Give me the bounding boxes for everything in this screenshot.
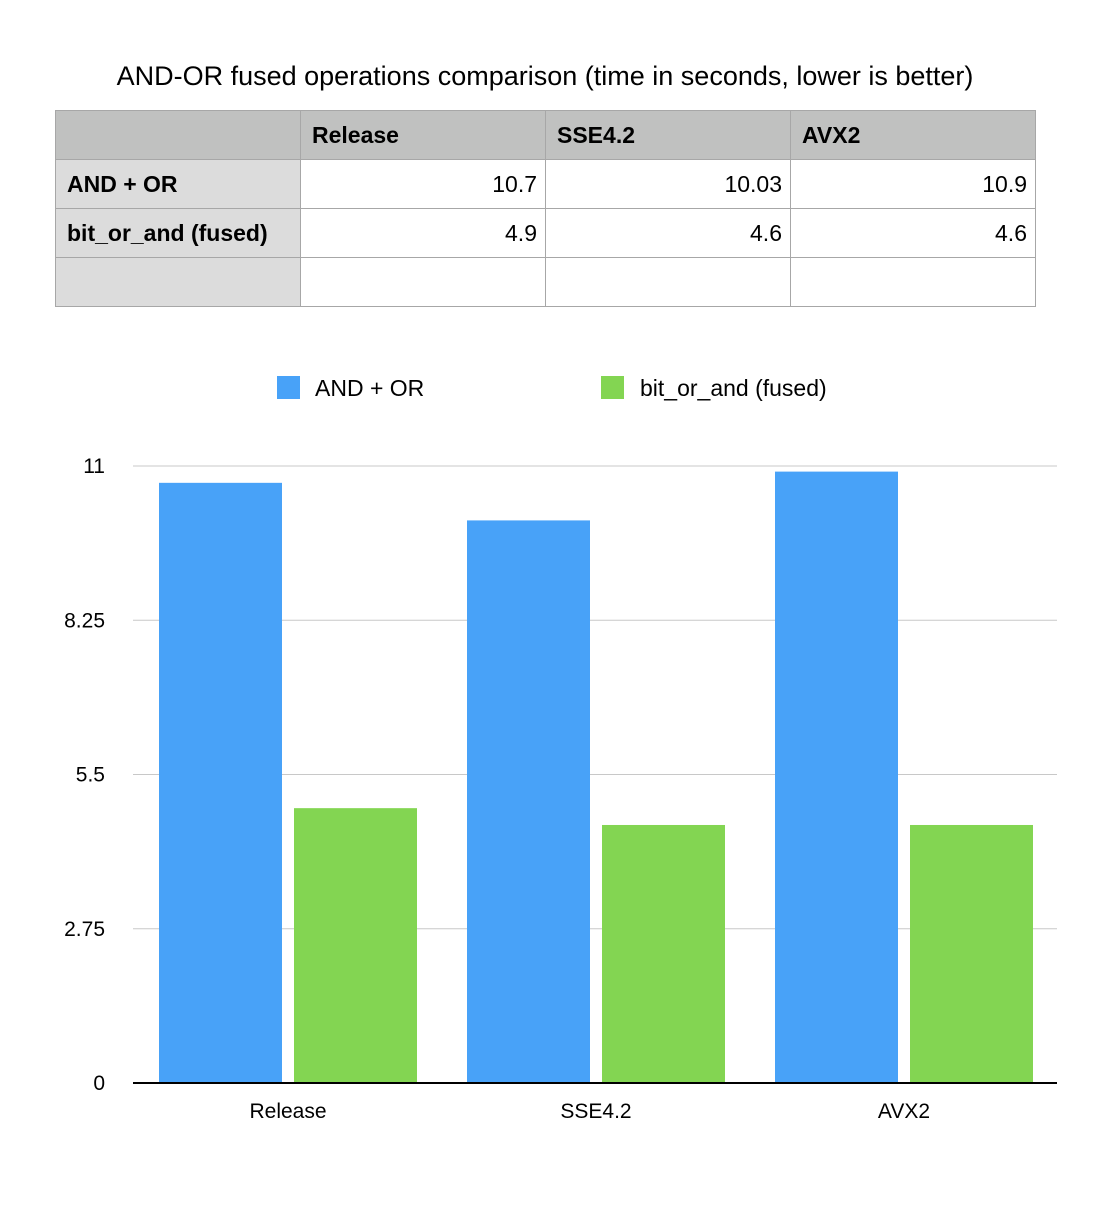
table-cell: 4.6 <box>545 208 791 258</box>
table-cell: 10.7 <box>300 159 546 209</box>
legend-label-and-or: AND + OR <box>315 375 425 401</box>
table-row <box>55 257 1036 307</box>
table-row-label <box>55 257 301 307</box>
table-header-cell: AVX2 <box>790 110 1036 160</box>
table-cell: 10.9 <box>790 159 1036 209</box>
chart-title: AND-OR fused operations comparison (time… <box>116 61 974 91</box>
table-cell <box>790 257 1036 307</box>
table-row: AND + OR 10.7 10.03 10.9 <box>55 159 1036 209</box>
y-tick-label: 5.5 <box>76 764 105 787</box>
y-tick-label: 11 <box>83 455 105 478</box>
x-tick-label: AVX2 <box>878 1100 930 1123</box>
y-tick-label: 2.75 <box>64 918 105 941</box>
x-tick-label: SSE4.2 <box>560 1100 631 1123</box>
bar <box>467 520 590 1083</box>
table-cell <box>545 257 791 307</box>
table-row-label: bit_or_and (fused) <box>55 208 301 258</box>
table-cell: 10.03 <box>545 159 791 209</box>
y-tick-label: 8.25 <box>64 609 105 632</box>
legend-label-bit-or-and: bit_or_and (fused) <box>640 375 827 401</box>
table-row-label: AND + OR <box>55 159 301 209</box>
data-table: Release SSE4.2 AVX2 AND + OR 10.7 10.03 … <box>55 110 1036 307</box>
table-cell <box>300 257 546 307</box>
table-cell: 4.6 <box>790 208 1036 258</box>
bar <box>775 471 898 1083</box>
table-header-cell: Release <box>300 110 546 160</box>
y-tick-label: 0 <box>93 1072 105 1095</box>
legend-swatch-and-or <box>277 376 300 399</box>
table-row: bit_or_and (fused) 4.9 4.6 4.6 <box>55 208 1036 258</box>
table-header-row: Release SSE4.2 AVX2 <box>55 110 1036 160</box>
legend-swatch-bit-or-and <box>601 376 624 399</box>
bar <box>294 808 417 1083</box>
bar <box>602 824 725 1083</box>
bar <box>910 824 1033 1083</box>
table-header-cell <box>55 110 301 160</box>
bar <box>159 482 282 1083</box>
table-cell: 4.9 <box>300 208 546 258</box>
x-tick-label: Release <box>249 1100 326 1123</box>
